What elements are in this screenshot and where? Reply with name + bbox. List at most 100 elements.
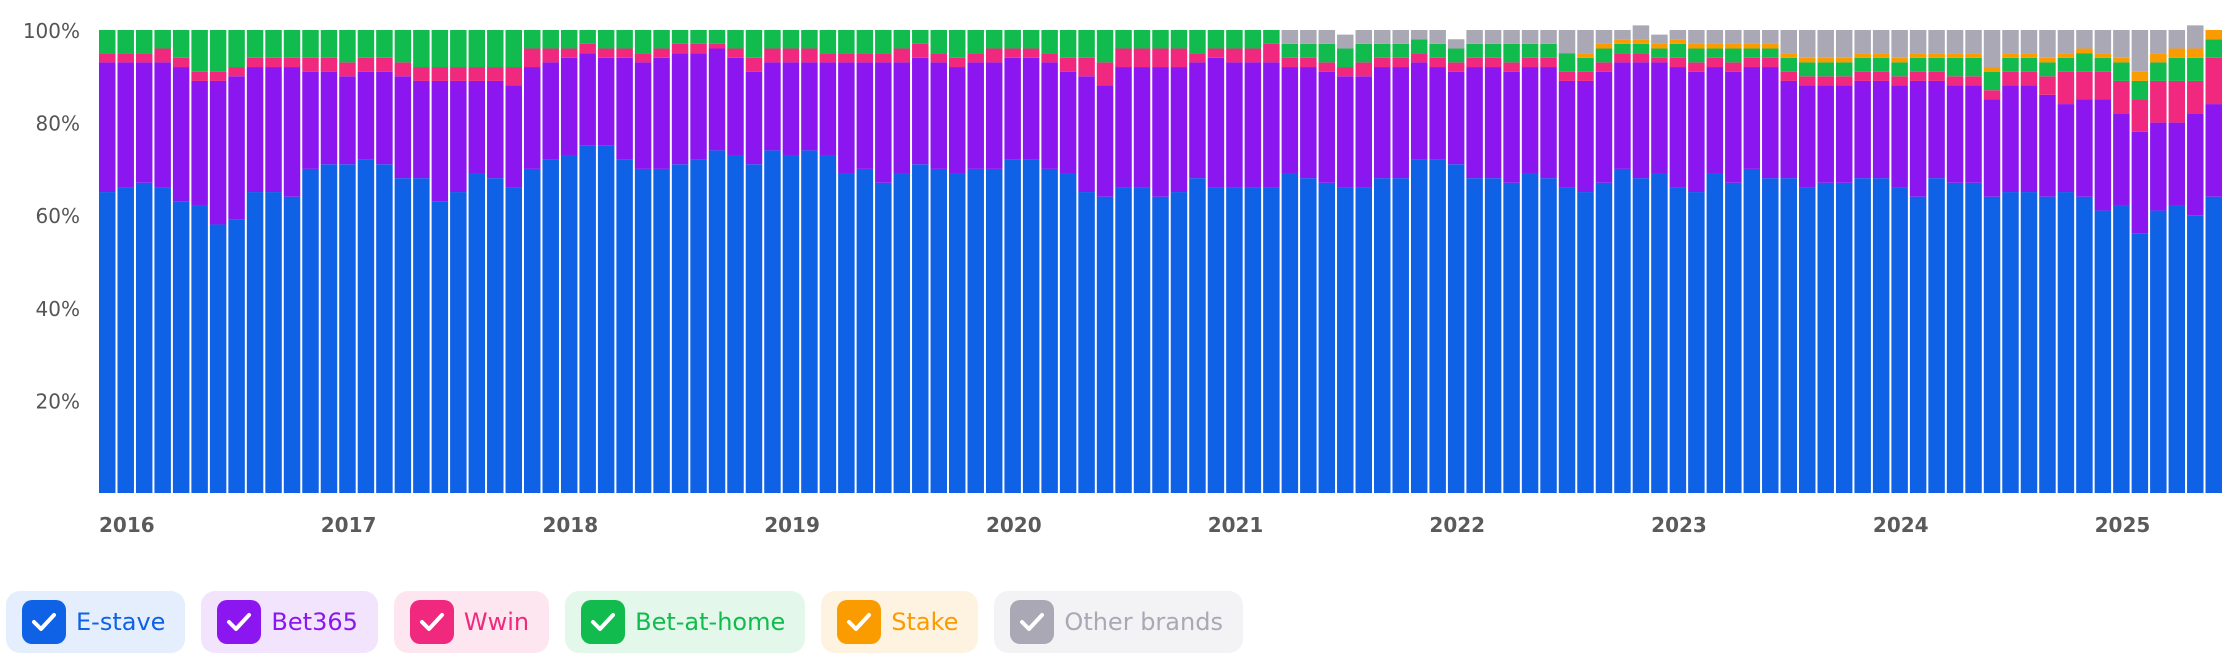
bar-segment: [2039, 57, 2056, 63]
bar-segment: [690, 53, 707, 160]
bar-segment: [1484, 57, 1502, 68]
legend-item-bet-at-home[interactable]: Bet-at-home: [565, 591, 806, 653]
bar-segment: [542, 30, 559, 49]
bar-segment: [1762, 57, 1779, 68]
bar-segment: [1651, 62, 1668, 174]
bar-segment: [1872, 57, 1890, 72]
bar-segment: [1300, 178, 1317, 493]
bar-segment: [2076, 99, 2093, 197]
bar-segment: [616, 159, 633, 493]
bar-segment: [2094, 210, 2112, 493]
bar-segment: [764, 150, 781, 493]
bar-segment: [1096, 62, 1114, 86]
bar-segment: [1244, 62, 1262, 188]
x-tick-label: 2020: [986, 513, 1042, 537]
bar-segment: [1725, 71, 1742, 183]
x-tick-label: 2019: [764, 513, 820, 537]
bar-segment: [634, 30, 652, 54]
bar-segment: [1410, 30, 1428, 40]
legend-item-bet365[interactable]: Bet365: [201, 591, 378, 653]
bar-segment: [135, 182, 153, 494]
bar-segment: [690, 43, 707, 54]
bar-segment: [99, 53, 116, 63]
bar-segment: [542, 62, 559, 160]
bar-segment: [1078, 192, 1095, 494]
bar-segment: [376, 57, 393, 72]
bar-segment: [1521, 57, 1539, 68]
bar-segment: [1281, 173, 1299, 493]
bar-segment: [468, 80, 486, 174]
bar-segment: [1115, 67, 1132, 188]
legend-label: Bet365: [271, 608, 358, 636]
bar-segment: [1392, 67, 1409, 179]
bar-segment: [117, 62, 134, 188]
bar-segment: [172, 201, 190, 493]
bar-segment: [450, 67, 467, 81]
bar-segment: [1152, 30, 1169, 49]
bar-segment: [1466, 30, 1483, 44]
bar-segment: [1743, 43, 1761, 49]
bar-segment: [1484, 30, 1502, 44]
bar-segment: [1614, 168, 1631, 493]
bar-segment: [376, 30, 393, 58]
bar-segment: [1725, 30, 1742, 44]
bar-segment: [505, 187, 522, 494]
bar-segment: [1207, 57, 1225, 188]
bar-segment: [819, 62, 837, 156]
x-tick-label: 2021: [1208, 513, 1264, 537]
bar-segment: [524, 30, 541, 49]
bar-segment: [579, 145, 596, 493]
bar-segment: [634, 62, 652, 169]
bar-segment: [1983, 30, 2001, 68]
bar-segment: [1540, 30, 1557, 44]
bar-segment: [1466, 57, 1483, 68]
bar-segment: [1706, 57, 1724, 68]
bar-segment: [283, 196, 301, 493]
legend-item-e-stave[interactable]: E-stave: [6, 591, 186, 653]
bar-segment: [579, 30, 596, 44]
bar-segment: [1983, 90, 2001, 100]
bar-segment: [2150, 210, 2167, 493]
x-tick-label: 2024: [1873, 513, 1929, 537]
bar-segment: [1226, 62, 1243, 188]
bar-segment: [1965, 85, 1982, 183]
legend-item-stake[interactable]: Stake: [821, 591, 979, 653]
bar-segment: [856, 168, 874, 493]
bar-segment: [1447, 62, 1465, 72]
bar-segment: [1946, 182, 1964, 494]
bar-segment: [413, 178, 430, 493]
bar-segment: [99, 30, 116, 54]
bar-segment: [579, 43, 596, 54]
bar-segment: [1078, 30, 1095, 58]
bar-segment: [2150, 80, 2167, 123]
bar-segment: [283, 30, 301, 58]
bar-segment: [1263, 30, 1280, 44]
bar-segment: [727, 30, 744, 49]
bar-segment: [1337, 34, 1354, 49]
bar-segment: [708, 43, 726, 49]
bar-segment: [2057, 104, 2075, 193]
bar-segment: [265, 192, 282, 494]
legend-item-wwin[interactable]: Wwin: [393, 591, 550, 653]
bar-segment: [1059, 30, 1077, 58]
bar-segment: [1669, 57, 1687, 68]
bar-segment: [579, 53, 596, 146]
bar-segment: [1928, 178, 1945, 493]
legend: E-stave Bet365 Wwin Bet-at-home Stake Ot…: [6, 591, 1243, 653]
bar-segment: [1429, 30, 1446, 44]
bar-segment: [985, 30, 1003, 49]
bar-segment: [764, 30, 781, 49]
bar-segment: [1170, 67, 1188, 193]
x-tick-label: 2018: [542, 513, 598, 537]
legend-item-other-brands[interactable]: Other brands: [994, 591, 1243, 653]
bar-segment: [357, 57, 375, 72]
bar-segment: [2002, 71, 2019, 86]
bar-segment: [2187, 25, 2204, 49]
bar-segment: [2057, 57, 2075, 72]
bar-segment: [487, 178, 504, 493]
bar-segment: [2168, 122, 2186, 206]
bar-segment: [930, 53, 947, 63]
bar-segment: [1854, 53, 1871, 58]
bar-segment: [2039, 30, 2056, 58]
bar-segment: [875, 62, 892, 183]
